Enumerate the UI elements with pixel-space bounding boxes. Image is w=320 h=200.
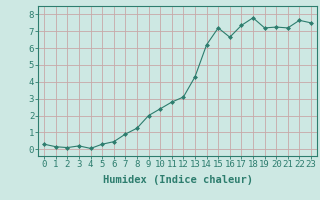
X-axis label: Humidex (Indice chaleur): Humidex (Indice chaleur)	[103, 175, 252, 185]
